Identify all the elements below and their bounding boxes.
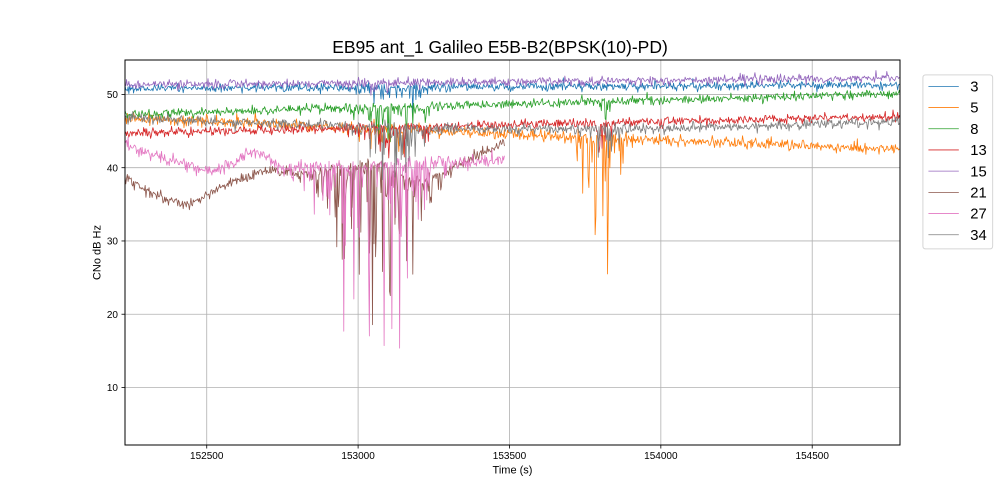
svg-text:153000: 153000 (341, 451, 375, 462)
svg-text:152500: 152500 (190, 451, 224, 462)
svg-text:40: 40 (107, 163, 119, 174)
svg-text:21: 21 (970, 186, 986, 202)
svg-text:15: 15 (970, 164, 986, 180)
svg-text:3: 3 (970, 80, 978, 96)
svg-text:50: 50 (107, 90, 119, 101)
svg-text:153500: 153500 (493, 451, 527, 462)
svg-text:13: 13 (970, 143, 986, 159)
svg-text:30: 30 (107, 237, 119, 248)
svg-text:10: 10 (107, 383, 119, 394)
svg-text:34: 34 (970, 228, 986, 244)
svg-text:5: 5 (970, 101, 978, 117)
svg-text:8: 8 (970, 122, 978, 138)
svg-text:154000: 154000 (644, 451, 678, 462)
svg-text:27: 27 (970, 207, 986, 223)
svg-text:20: 20 (107, 310, 119, 321)
svg-text:154500: 154500 (796, 451, 830, 462)
svg-text:CNo dB Hz: CNo dB Hz (92, 225, 104, 280)
svg-text:Time (s): Time (s) (493, 464, 533, 476)
